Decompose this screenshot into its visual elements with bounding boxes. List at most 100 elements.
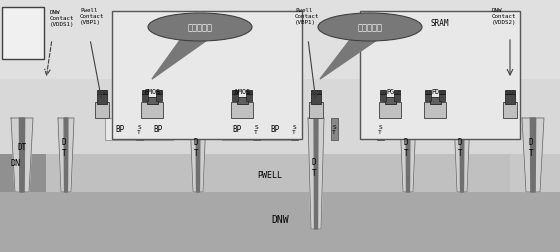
Text: 深沟槽隔离: 深沟槽隔离 (357, 23, 382, 32)
Text: PD: PD (431, 89, 439, 94)
Bar (141, 103, 163, 118)
Text: S
T: S T (254, 124, 258, 135)
Bar (260, 118, 290, 140)
Polygon shape (190, 118, 206, 192)
Ellipse shape (148, 14, 252, 42)
Polygon shape (406, 118, 410, 192)
Bar (380, 94, 386, 102)
Bar (439, 94, 445, 102)
Text: D
T: D T (312, 158, 316, 177)
Text: 浅沟槽隔离: 浅沟槽隔离 (188, 23, 212, 32)
Text: D
T: D T (458, 138, 463, 157)
Bar (0, 80, 560, 154)
Polygon shape (460, 118, 464, 192)
Bar (222, 118, 252, 140)
Bar (46, 152, 510, 192)
Text: NMOS: NMOS (234, 89, 250, 94)
Text: PMOS: PMOS (144, 89, 160, 94)
Text: Pwell
Contact
(VBP1): Pwell Contact (VBP1) (295, 8, 320, 24)
Text: D
T: D T (529, 138, 533, 157)
Bar (379, 103, 401, 118)
Bar (2, 8, 44, 60)
Text: S
T: S T (292, 124, 296, 135)
Text: BP: BP (115, 125, 125, 134)
Text: DN: DN (10, 158, 20, 167)
Text: DT: DT (17, 143, 27, 152)
Bar (309, 103, 323, 118)
Bar (360, 12, 520, 139)
Text: BP: BP (270, 125, 279, 134)
Polygon shape (314, 118, 318, 229)
Bar (394, 91, 400, 94)
Text: DNW: DNW (271, 214, 289, 224)
Text: D
T: D T (194, 138, 198, 157)
Bar (0, 0, 560, 80)
Bar (430, 98, 441, 105)
Bar (253, 118, 260, 140)
Polygon shape (400, 118, 416, 192)
Text: S
T: S T (332, 124, 336, 135)
Polygon shape (308, 118, 324, 229)
Polygon shape (20, 118, 25, 192)
Bar (424, 103, 446, 118)
Bar (142, 91, 148, 94)
Bar (97, 94, 107, 105)
Bar (147, 98, 158, 105)
Bar (143, 118, 173, 140)
Bar (232, 91, 238, 94)
Bar (0, 119, 46, 192)
Text: BP: BP (153, 125, 162, 134)
Text: Pwell
Contact
(VBP1): Pwell Contact (VBP1) (80, 8, 105, 24)
Bar (95, 103, 109, 118)
Text: Hybrid
Device: Hybrid Device (12, 28, 34, 39)
Text: BP: BP (232, 125, 241, 134)
Bar (237, 98, 248, 105)
Polygon shape (152, 35, 216, 80)
Bar (246, 94, 252, 102)
Bar (136, 118, 143, 140)
Bar (503, 103, 517, 118)
Bar (97, 91, 107, 94)
Bar (231, 103, 253, 118)
Text: DNW
Contact
(VDDS2): DNW Contact (VDDS2) (492, 8, 516, 24)
Polygon shape (196, 118, 200, 192)
Text: D
T: D T (62, 138, 66, 157)
Bar (0, 192, 560, 252)
Bar (331, 118, 338, 140)
Bar (505, 91, 515, 94)
Bar (156, 94, 162, 102)
Polygon shape (522, 118, 544, 192)
Bar (425, 91, 431, 94)
Bar (425, 94, 431, 102)
Bar (394, 94, 400, 102)
Polygon shape (530, 118, 535, 192)
Bar (246, 91, 252, 94)
Bar (112, 12, 302, 139)
Text: PG: PG (386, 89, 394, 94)
Bar (232, 94, 238, 102)
Bar (439, 91, 445, 94)
Bar (311, 91, 321, 94)
Bar (380, 91, 386, 94)
Bar (156, 91, 162, 94)
Polygon shape (58, 118, 74, 192)
Text: S
T: S T (378, 124, 382, 135)
Ellipse shape (318, 14, 422, 42)
Polygon shape (454, 118, 470, 192)
Polygon shape (320, 35, 386, 80)
Polygon shape (64, 118, 68, 192)
Bar (291, 118, 298, 140)
Text: PWELL: PWELL (258, 170, 282, 179)
Bar (377, 118, 384, 140)
Bar (505, 94, 515, 105)
Bar (105, 118, 135, 140)
Bar (385, 98, 396, 105)
Text: DNW
Contact
(VDDS1): DNW Contact (VDDS1) (50, 10, 74, 26)
Text: D
T: D T (404, 138, 408, 157)
Text: Logic: Logic (195, 19, 218, 28)
Text: S
T: S T (137, 124, 141, 135)
Bar (142, 94, 148, 102)
Text: SRAM: SRAM (431, 19, 449, 28)
Bar (311, 94, 321, 105)
Polygon shape (11, 118, 33, 192)
